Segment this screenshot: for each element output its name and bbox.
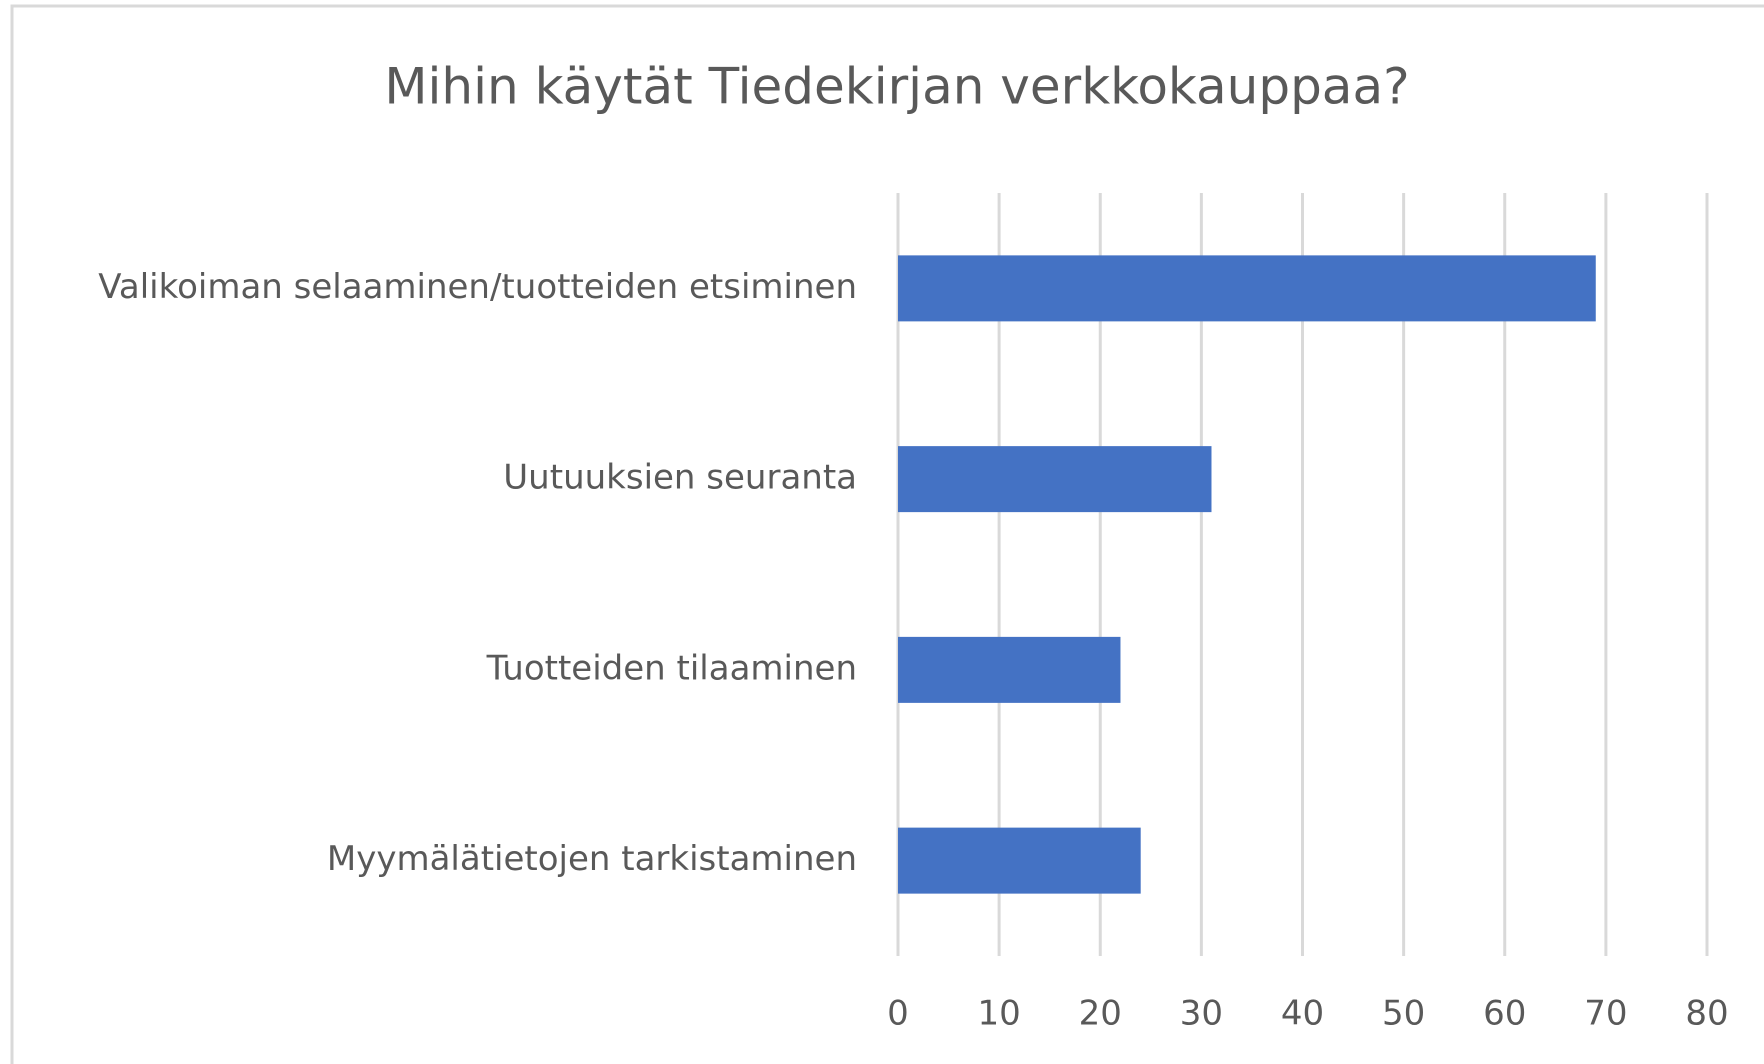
x-tick-label: 20: [1079, 994, 1122, 1034]
x-tick-label: 70: [1584, 994, 1627, 1034]
x-tick-label: 0: [887, 994, 909, 1034]
x-tick-label: 10: [977, 994, 1020, 1034]
x-tick-label: 30: [1180, 994, 1223, 1034]
bar: [898, 255, 1596, 322]
x-tick-label: 50: [1382, 994, 1425, 1034]
bar: [898, 446, 1212, 513]
y-tick-label: Tuotteiden tilaaminen: [486, 648, 857, 688]
x-tick-label: 80: [1685, 994, 1728, 1034]
chart-frame: [10, 4, 1764, 1064]
chart-title: Mihin käytät Tiedekirjan verkkokauppaa?: [384, 58, 1409, 116]
bar: [898, 827, 1141, 894]
y-tick-label: Valikoiman selaaminen/tuotteiden etsimin…: [98, 267, 857, 307]
y-tick-label: Myymälätietojen tarkistaminen: [327, 839, 857, 879]
x-tick-label: 60: [1483, 994, 1526, 1034]
x-tick-label: 40: [1281, 994, 1324, 1034]
y-tick-label: Uutuuksien seuranta: [503, 458, 857, 498]
bar: [898, 636, 1121, 703]
